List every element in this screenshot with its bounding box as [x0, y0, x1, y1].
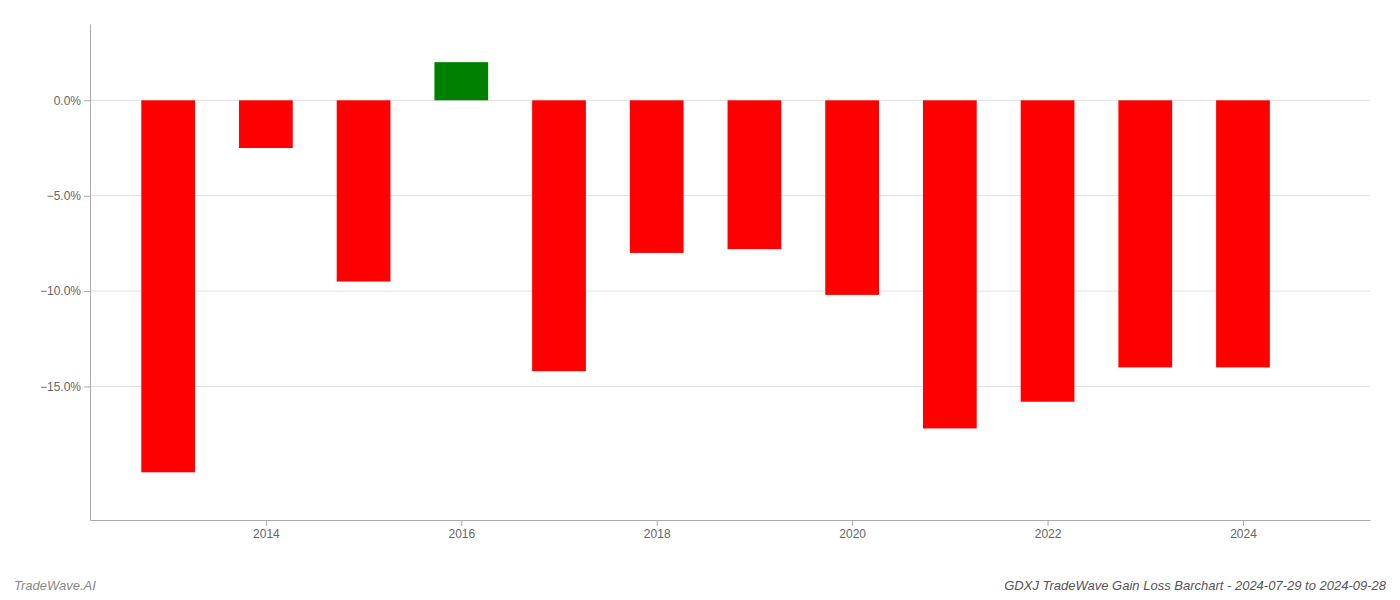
- x-tick-mark: [266, 520, 267, 526]
- x-tick: 2016: [448, 520, 475, 541]
- bar: [923, 100, 977, 428]
- x-axis: 2014 2016 2018 2020 2022 2024: [91, 520, 1371, 541]
- y-tick-label: −15.0%: [40, 380, 81, 394]
- y-tick-label: −5.0%: [47, 189, 82, 203]
- bar: [1216, 100, 1270, 367]
- x-tick-label: 2020: [839, 527, 866, 541]
- bars: [141, 62, 1270, 472]
- x-tick: 2020: [839, 520, 866, 541]
- y-axis-line: [90, 25, 91, 521]
- y-tick: −10.0%: [40, 284, 90, 298]
- grid-line: [90, 291, 1370, 292]
- title: GDXJ TradeWave Gain Loss Barchart - 2024…: [1004, 578, 1387, 593]
- y-tick-mark: [84, 386, 90, 387]
- y-tick: −5.0%: [47, 189, 90, 203]
- x-tick: 2022: [1035, 520, 1062, 541]
- grid-line: [90, 386, 1370, 387]
- x-tick-label: 2022: [1035, 527, 1062, 541]
- bar: [1118, 100, 1172, 367]
- x-tick: 2024: [1230, 520, 1257, 541]
- bar: [728, 100, 782, 249]
- annotation: TradeWave.AI: [14, 578, 96, 593]
- bar: [532, 100, 586, 371]
- bar: [825, 100, 879, 295]
- x-tick: 2018: [644, 520, 671, 541]
- bar: [337, 100, 391, 281]
- x-tick-mark: [461, 520, 462, 526]
- bar: [434, 62, 488, 100]
- x-tick-label: 2016: [448, 527, 475, 541]
- x-tick-mark: [657, 520, 658, 526]
- y-tick-mark: [84, 196, 90, 197]
- x-axis-line: [91, 520, 1371, 521]
- chart: 0.0% −5.0% −10.0% −15.0% 2014 2016 2018 2020 202…: [0, 0, 1400, 600]
- y-tick: 0.0%: [54, 94, 90, 108]
- x-tick-mark: [1243, 520, 1244, 526]
- x-tick-label: 2014: [253, 527, 280, 541]
- bar: [1021, 100, 1075, 401]
- x-tick-mark: [852, 520, 853, 526]
- y-tick: −15.0%: [40, 380, 90, 394]
- bar: [141, 100, 195, 472]
- x-tick-label: 2018: [644, 527, 671, 541]
- grid: [90, 100, 1370, 386]
- x-tick-mark: [1048, 520, 1049, 526]
- y-tick-mark: [84, 291, 90, 292]
- y-tick-label: −10.0%: [40, 284, 81, 298]
- y-axis: 0.0% −5.0% −10.0% −15.0%: [40, 25, 91, 521]
- plot: 0.0% −5.0% −10.0% −15.0% 2014 2016 2018 2020 202…: [40, 25, 1371, 541]
- x-tick: 2014: [253, 520, 280, 541]
- y-tick-label: 0.0%: [54, 94, 82, 108]
- bar: [239, 100, 293, 148]
- y-tick-mark: [84, 100, 90, 101]
- bar: [630, 100, 684, 253]
- x-tick-label: 2024: [1230, 527, 1257, 541]
